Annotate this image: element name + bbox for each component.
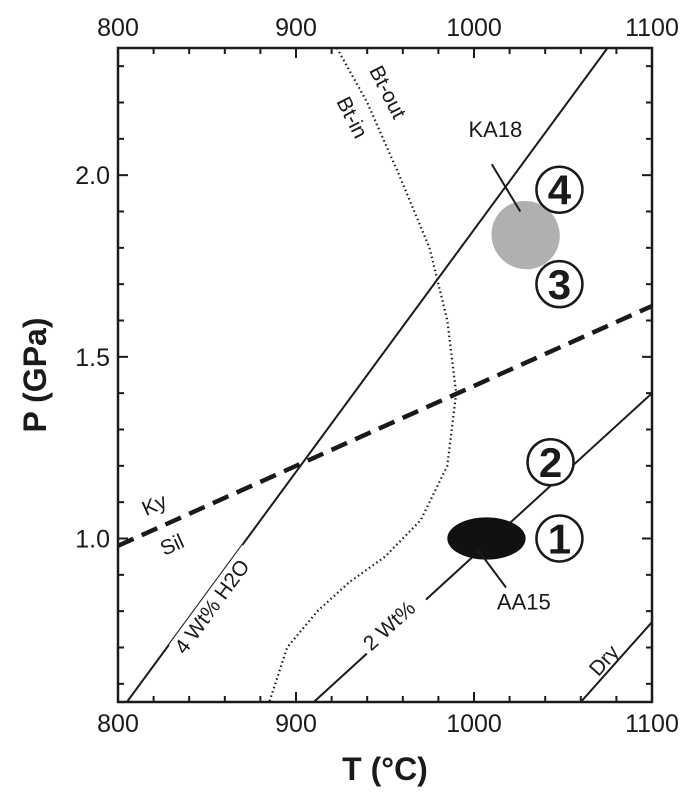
region-markers: 1 2 3 4 bbox=[526, 165, 584, 563]
sample-label-ka18: KA18 bbox=[468, 117, 522, 142]
line-label-2wt-group: 2 Wt% bbox=[359, 597, 420, 656]
tick-labels: 800 800 900 900 1000 1000 1100 1100 1.0 1.5 2.0 bbox=[75, 14, 679, 738]
line-label-bt-out-group: Bt-out bbox=[364, 62, 410, 123]
sample-ka18 bbox=[491, 200, 560, 270]
x-tick-label-top: 1000 bbox=[446, 14, 502, 42]
leader-aa15 bbox=[476, 548, 507, 589]
sample-aa15 bbox=[447, 517, 526, 560]
x-tick-label-top: 1100 bbox=[625, 14, 679, 42]
region-label: 3 bbox=[548, 261, 571, 308]
label-gap-4wt bbox=[168, 545, 262, 660]
y-tick-label: 2.0 bbox=[75, 162, 110, 190]
line-label-bt-out: Bt-out bbox=[364, 62, 410, 123]
sample-ellipses bbox=[447, 200, 560, 560]
line-label-dry: Dry bbox=[585, 641, 624, 681]
y-tick-label: 1.5 bbox=[75, 344, 110, 372]
series-line-dry bbox=[580, 621, 652, 702]
line-label-4wt-h2o: 4 Wt% H2O bbox=[170, 556, 254, 659]
x-tick-label-top: 900 bbox=[275, 14, 317, 42]
region-circle bbox=[535, 259, 584, 309]
region-label: 4 bbox=[548, 167, 572, 214]
x-tick-label-bottom: 1000 bbox=[446, 710, 502, 738]
line-label-dry-group: Dry bbox=[585, 641, 624, 681]
region-label: 2 bbox=[539, 439, 562, 486]
region-circle bbox=[526, 437, 575, 487]
line-label-4wt-h2o-group: 4 Wt% H2O bbox=[170, 556, 254, 659]
x-tick-label-bottom: 800 bbox=[97, 710, 139, 738]
plot-frame bbox=[116, 46, 654, 704]
line-label-2wt: 2 Wt% bbox=[359, 597, 420, 656]
x-tick-label-bottom: 1100 bbox=[625, 710, 679, 738]
sample-label-aa15: AA15 bbox=[497, 589, 551, 614]
series-lines bbox=[118, 48, 652, 702]
series-line-bt-in-bt-out bbox=[268, 48, 458, 702]
y-axis-title: P (GPa) bbox=[17, 318, 53, 433]
x-tick-label-top: 800 bbox=[97, 14, 139, 42]
line-label-sil: Sil bbox=[157, 530, 188, 561]
line-label-ky: Ky bbox=[139, 490, 171, 521]
region-circle bbox=[535, 165, 584, 214]
x-tick-label-bottom: 900 bbox=[275, 710, 317, 738]
series-line-4-wt-h2o bbox=[126, 48, 609, 702]
x-axis-title: T (°C) bbox=[342, 751, 428, 787]
tick-marks bbox=[117, 48, 653, 702]
label-gap-2wt bbox=[354, 585, 430, 658]
leader-ka18 bbox=[490, 163, 522, 213]
series-line-ky-sil bbox=[118, 303, 652, 548]
line-label-sil-group: Sil bbox=[157, 530, 188, 561]
y-tick-label: 1.0 bbox=[75, 526, 110, 554]
region-circle bbox=[535, 514, 584, 563]
region-label: 1 bbox=[548, 516, 571, 563]
line-label-ky-group: Ky bbox=[139, 490, 171, 521]
